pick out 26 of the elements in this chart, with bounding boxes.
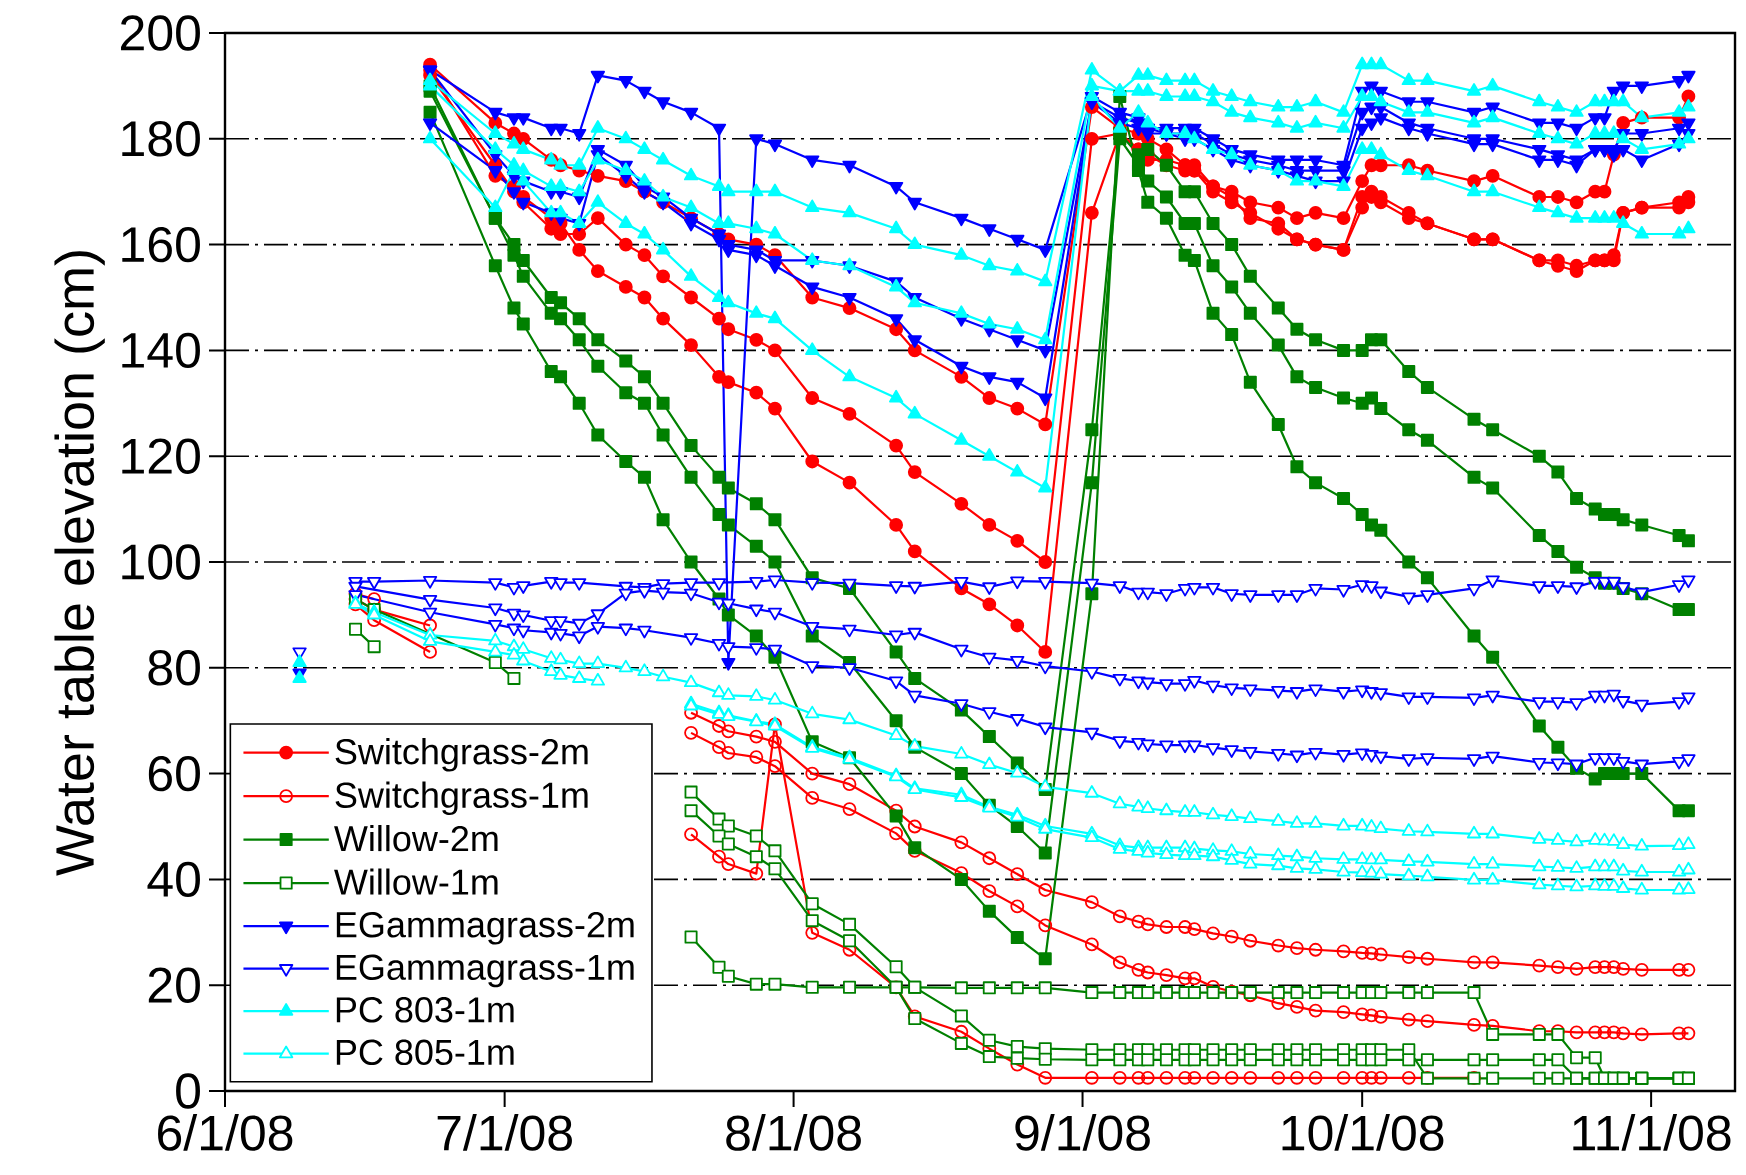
y-axis-title: Water table elevation (cm) <box>54 251 105 876</box>
x-tick-label: 7/1/08 <box>437 1114 572 1151</box>
y-tick-label: 140 <box>122 332 200 369</box>
y-tick-label: 120 <box>122 438 200 474</box>
legend-label: EGammagrass-2m <box>336 911 634 945</box>
legend-label: EGammagrass-1m <box>336 954 634 988</box>
x-tick-label: 11/1/08 <box>1573 1114 1731 1151</box>
y-tick-label: 0 <box>176 1073 200 1109</box>
x-tick-label: 9/1/08 <box>1015 1114 1150 1151</box>
y-tick-label: 20 <box>148 967 200 1003</box>
legend-label: Willow-2m <box>334 825 498 852</box>
y-tick-label: 40 <box>147 861 200 898</box>
x-tick-label: 8/1/08 <box>726 1114 861 1151</box>
legend-label: Switchgrass-1m <box>335 781 588 816</box>
y-tick-label: 160 <box>122 226 200 263</box>
x-tick-label: 6/1/08 <box>158 1114 293 1151</box>
x-tick-label: 10/1/08 <box>1282 1114 1444 1151</box>
y-tick-label: 180 <box>122 121 200 157</box>
y-tick-label: 80 <box>148 650 200 686</box>
y-tick-label: 100 <box>122 544 200 580</box>
y-tick-label: 60 <box>148 755 200 792</box>
legend-label: PC 803-1m <box>336 997 514 1023</box>
legend-label: Switchgrass-2m <box>335 738 588 772</box>
legend-label: PC 805-1m <box>336 1039 514 1066</box>
legend-label: Willow-1m <box>334 868 498 895</box>
y-tick-label: 200 <box>121 15 200 51</box>
